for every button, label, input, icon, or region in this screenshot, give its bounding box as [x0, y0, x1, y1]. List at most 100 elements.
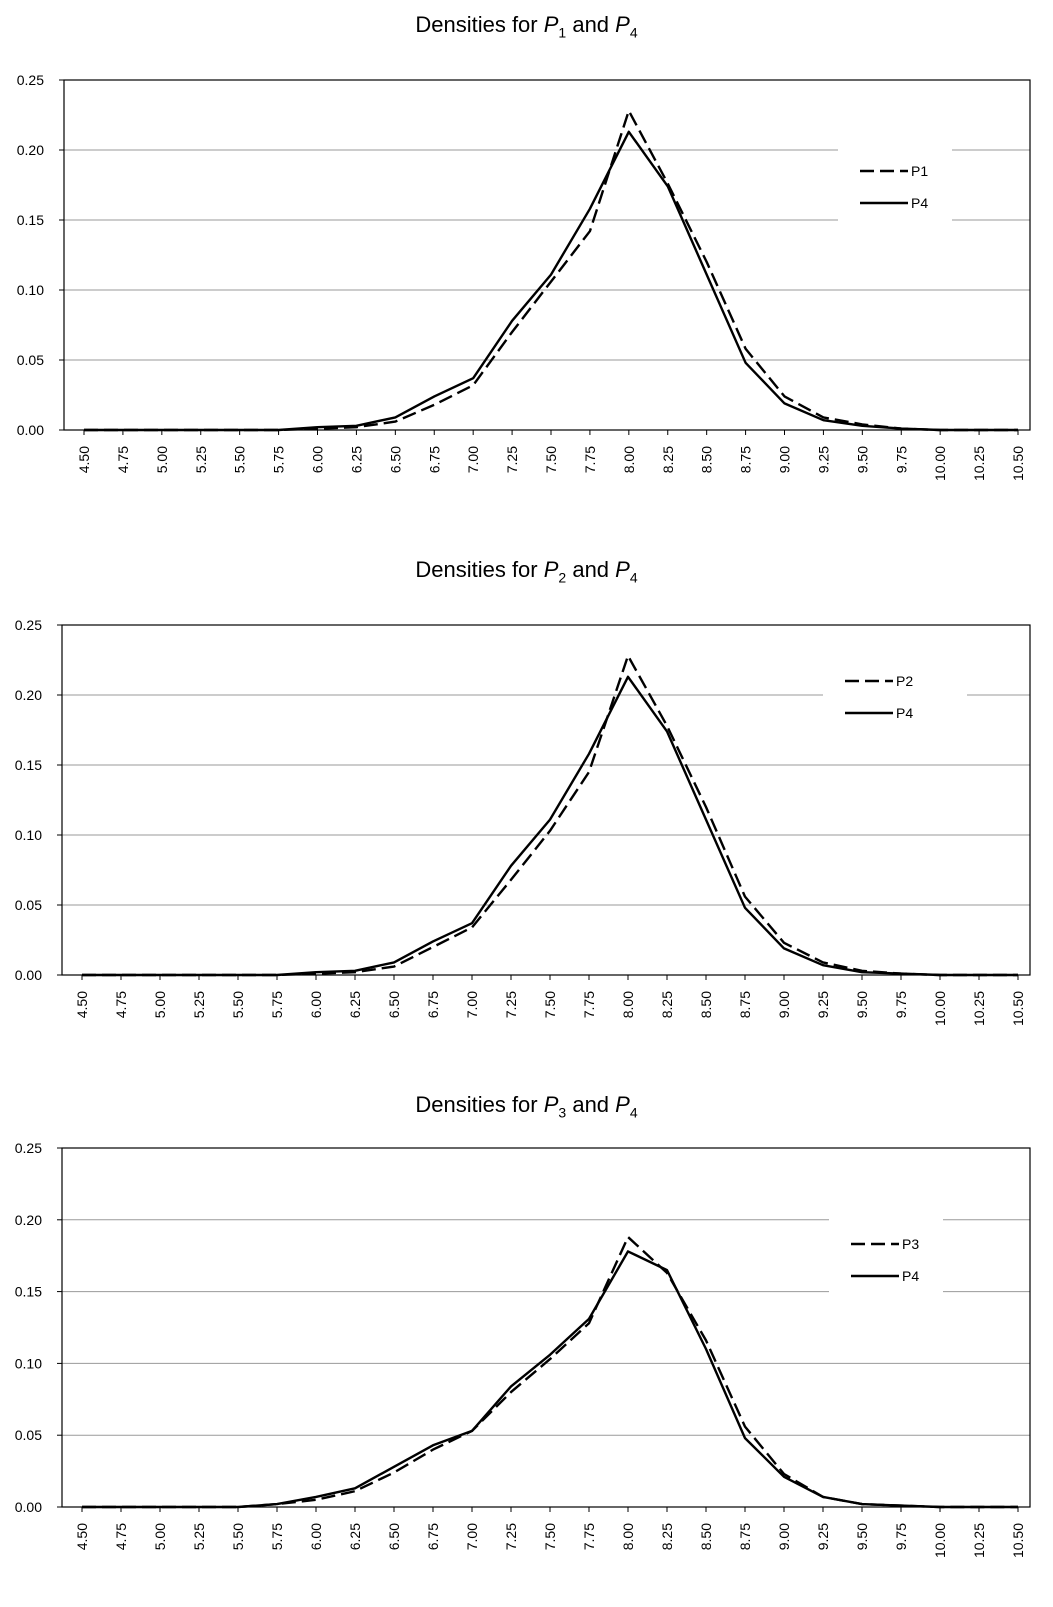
- x-tick-label: 9.75: [893, 991, 909, 1018]
- y-tick-label: 0.05: [17, 352, 44, 368]
- plot-area-border: [61, 624, 1031, 976]
- legend-label-p2: P2: [896, 673, 913, 689]
- x-tick-label: 8.75: [737, 991, 753, 1018]
- x-tick-label: 9.75: [893, 446, 909, 473]
- y-tick-label: 0.15: [17, 212, 44, 228]
- x-tick-label: 6.00: [308, 991, 324, 1018]
- x-tick-label: 5.25: [193, 446, 209, 473]
- x-tick-label: 5.00: [152, 991, 168, 1018]
- x-tick-label: 7.75: [581, 991, 597, 1018]
- title-conjunction: and: [566, 1092, 616, 1117]
- x-tick-label: 5.75: [269, 1523, 285, 1550]
- legend-label-p4: P4: [911, 195, 928, 211]
- x-tick-label: 9.00: [776, 1523, 792, 1550]
- x-tick-label: 9.00: [776, 991, 792, 1018]
- y-tick-label: 0.20: [15, 687, 42, 703]
- series-line-p2: [82, 654, 1018, 977]
- y-tick-label: 0.15: [15, 1284, 42, 1300]
- title-prefix: Densities for: [415, 12, 544, 37]
- x-tick-label: 9.25: [815, 446, 831, 473]
- title-subscript-a: 3: [558, 1104, 567, 1121]
- y-tick-label: 0.10: [15, 827, 42, 843]
- series-line-p4: [84, 130, 1018, 432]
- series-line-p4: [82, 1250, 1018, 1509]
- plot-area-border: [61, 1147, 1031, 1508]
- x-tick-label: 9.75: [893, 1523, 909, 1550]
- chart-title: Densities for P3 and P4: [0, 1092, 1053, 1120]
- x-tick-label: 10.50: [1010, 991, 1026, 1026]
- x-tick-label: 6.25: [347, 991, 363, 1018]
- x-tick-label: 5.00: [152, 1523, 168, 1550]
- x-tick-label: 9.00: [777, 446, 793, 473]
- x-tick-label: 6.00: [310, 446, 326, 473]
- x-tick-label: 7.75: [582, 446, 598, 473]
- series-line-p1: [84, 109, 1018, 432]
- y-tick-label: 0.20: [17, 142, 44, 158]
- x-tick-label: 4.75: [115, 446, 131, 473]
- x-tick-label: 7.25: [503, 1523, 519, 1550]
- series-line-p4: [82, 675, 1018, 977]
- x-tick-label: 6.25: [348, 446, 364, 473]
- line-chart-svg: 0.00 0.05 0.10 0.15 0.20 0.25 4.50 4.75 5.00 5.25…: [15, 1140, 1031, 1558]
- x-tick-label: 7.50: [542, 991, 558, 1018]
- x-tick-label: 8.75: [737, 1523, 753, 1550]
- x-tick-label: 7.50: [543, 446, 559, 473]
- title-subscript-b: 4: [629, 24, 638, 41]
- title-prefix: Densities for: [415, 557, 544, 582]
- title-symbol-b: P: [615, 557, 630, 582]
- x-tick-label: 6.75: [426, 446, 442, 473]
- y-tick-label: 0.10: [15, 1355, 42, 1371]
- x-tick-label: 4.50: [76, 446, 92, 473]
- x-tick-label: 6.25: [347, 1523, 363, 1550]
- x-tick-label: 10.25: [971, 1523, 987, 1558]
- line-chart-svg: 0.00 0.05 0.10 0.15 0.20 0.25 4.50 4.75 5.00 5.25…: [17, 72, 1031, 481]
- x-tick-label: 7.00: [464, 991, 480, 1018]
- legend-box: [829, 1219, 943, 1297]
- title-conjunction: and: [566, 12, 616, 37]
- x-tick-label: 6.50: [387, 446, 403, 473]
- title-prefix: Densities for: [415, 1092, 544, 1117]
- x-tick-label: 8.75: [738, 446, 754, 473]
- x-tick-label: 8.00: [620, 1523, 636, 1550]
- x-tick-label: 5.50: [230, 1523, 246, 1550]
- x-tick-label: 5.25: [191, 1523, 207, 1550]
- legend-box: [838, 146, 952, 224]
- x-tick-label: 7.75: [581, 1523, 597, 1550]
- legend-box: [823, 656, 967, 734]
- title-symbol-b: P: [615, 12, 630, 37]
- title-symbol-b: P: [615, 1092, 630, 1117]
- x-tick-label: 4.50: [74, 991, 90, 1018]
- x-tick-label: 9.25: [815, 991, 831, 1018]
- x-tick-label: 8.50: [698, 991, 714, 1018]
- y-tick-label: 0.25: [15, 1140, 42, 1156]
- title-subscript-a: 2: [558, 569, 567, 586]
- chart-panel-1: Densities for P1 and P4 0.00 0.05 0.10 0.15…: [0, 0, 1053, 530]
- chart-title: Densities for P1 and P4: [0, 12, 1053, 40]
- x-tick-label: 5.50: [232, 446, 248, 473]
- x-tick-label: 8.25: [659, 991, 675, 1018]
- chart-panel-2: Densities for P2 and P4 0.00 0.05 0.10 0.15…: [0, 545, 1053, 1075]
- x-tick-label: 7.00: [464, 1523, 480, 1550]
- y-tick-label: 0.15: [15, 757, 42, 773]
- y-tick-label: 0.05: [15, 1427, 42, 1443]
- x-tick-label: 4.75: [113, 1523, 129, 1550]
- x-tick-label: 10.25: [971, 446, 987, 481]
- legend-label-p4: P4: [896, 705, 913, 721]
- x-tick-label: 8.50: [698, 1523, 714, 1550]
- x-tick-label: 6.75: [425, 991, 441, 1018]
- x-tick-label: 9.50: [854, 446, 870, 473]
- x-tick-label: 6.00: [308, 1523, 324, 1550]
- x-tick-label: 7.25: [503, 991, 519, 1018]
- y-tick-label: 0.05: [15, 897, 42, 913]
- x-tick-label: 10.00: [932, 991, 948, 1026]
- x-tick-label: 5.25: [191, 991, 207, 1018]
- x-tick-label: 6.50: [386, 991, 402, 1018]
- y-tick-label: 0.10: [17, 282, 44, 298]
- legend-label-p1: P1: [911, 163, 928, 179]
- x-tick-label: 10.25: [971, 991, 987, 1026]
- x-tick-label: 5.00: [154, 446, 170, 473]
- x-tick-label: 9.50: [854, 991, 870, 1018]
- plot-area-border: [63, 79, 1031, 431]
- x-tick-label: 6.75: [425, 1523, 441, 1550]
- x-tick-label: 10.50: [1010, 1523, 1026, 1558]
